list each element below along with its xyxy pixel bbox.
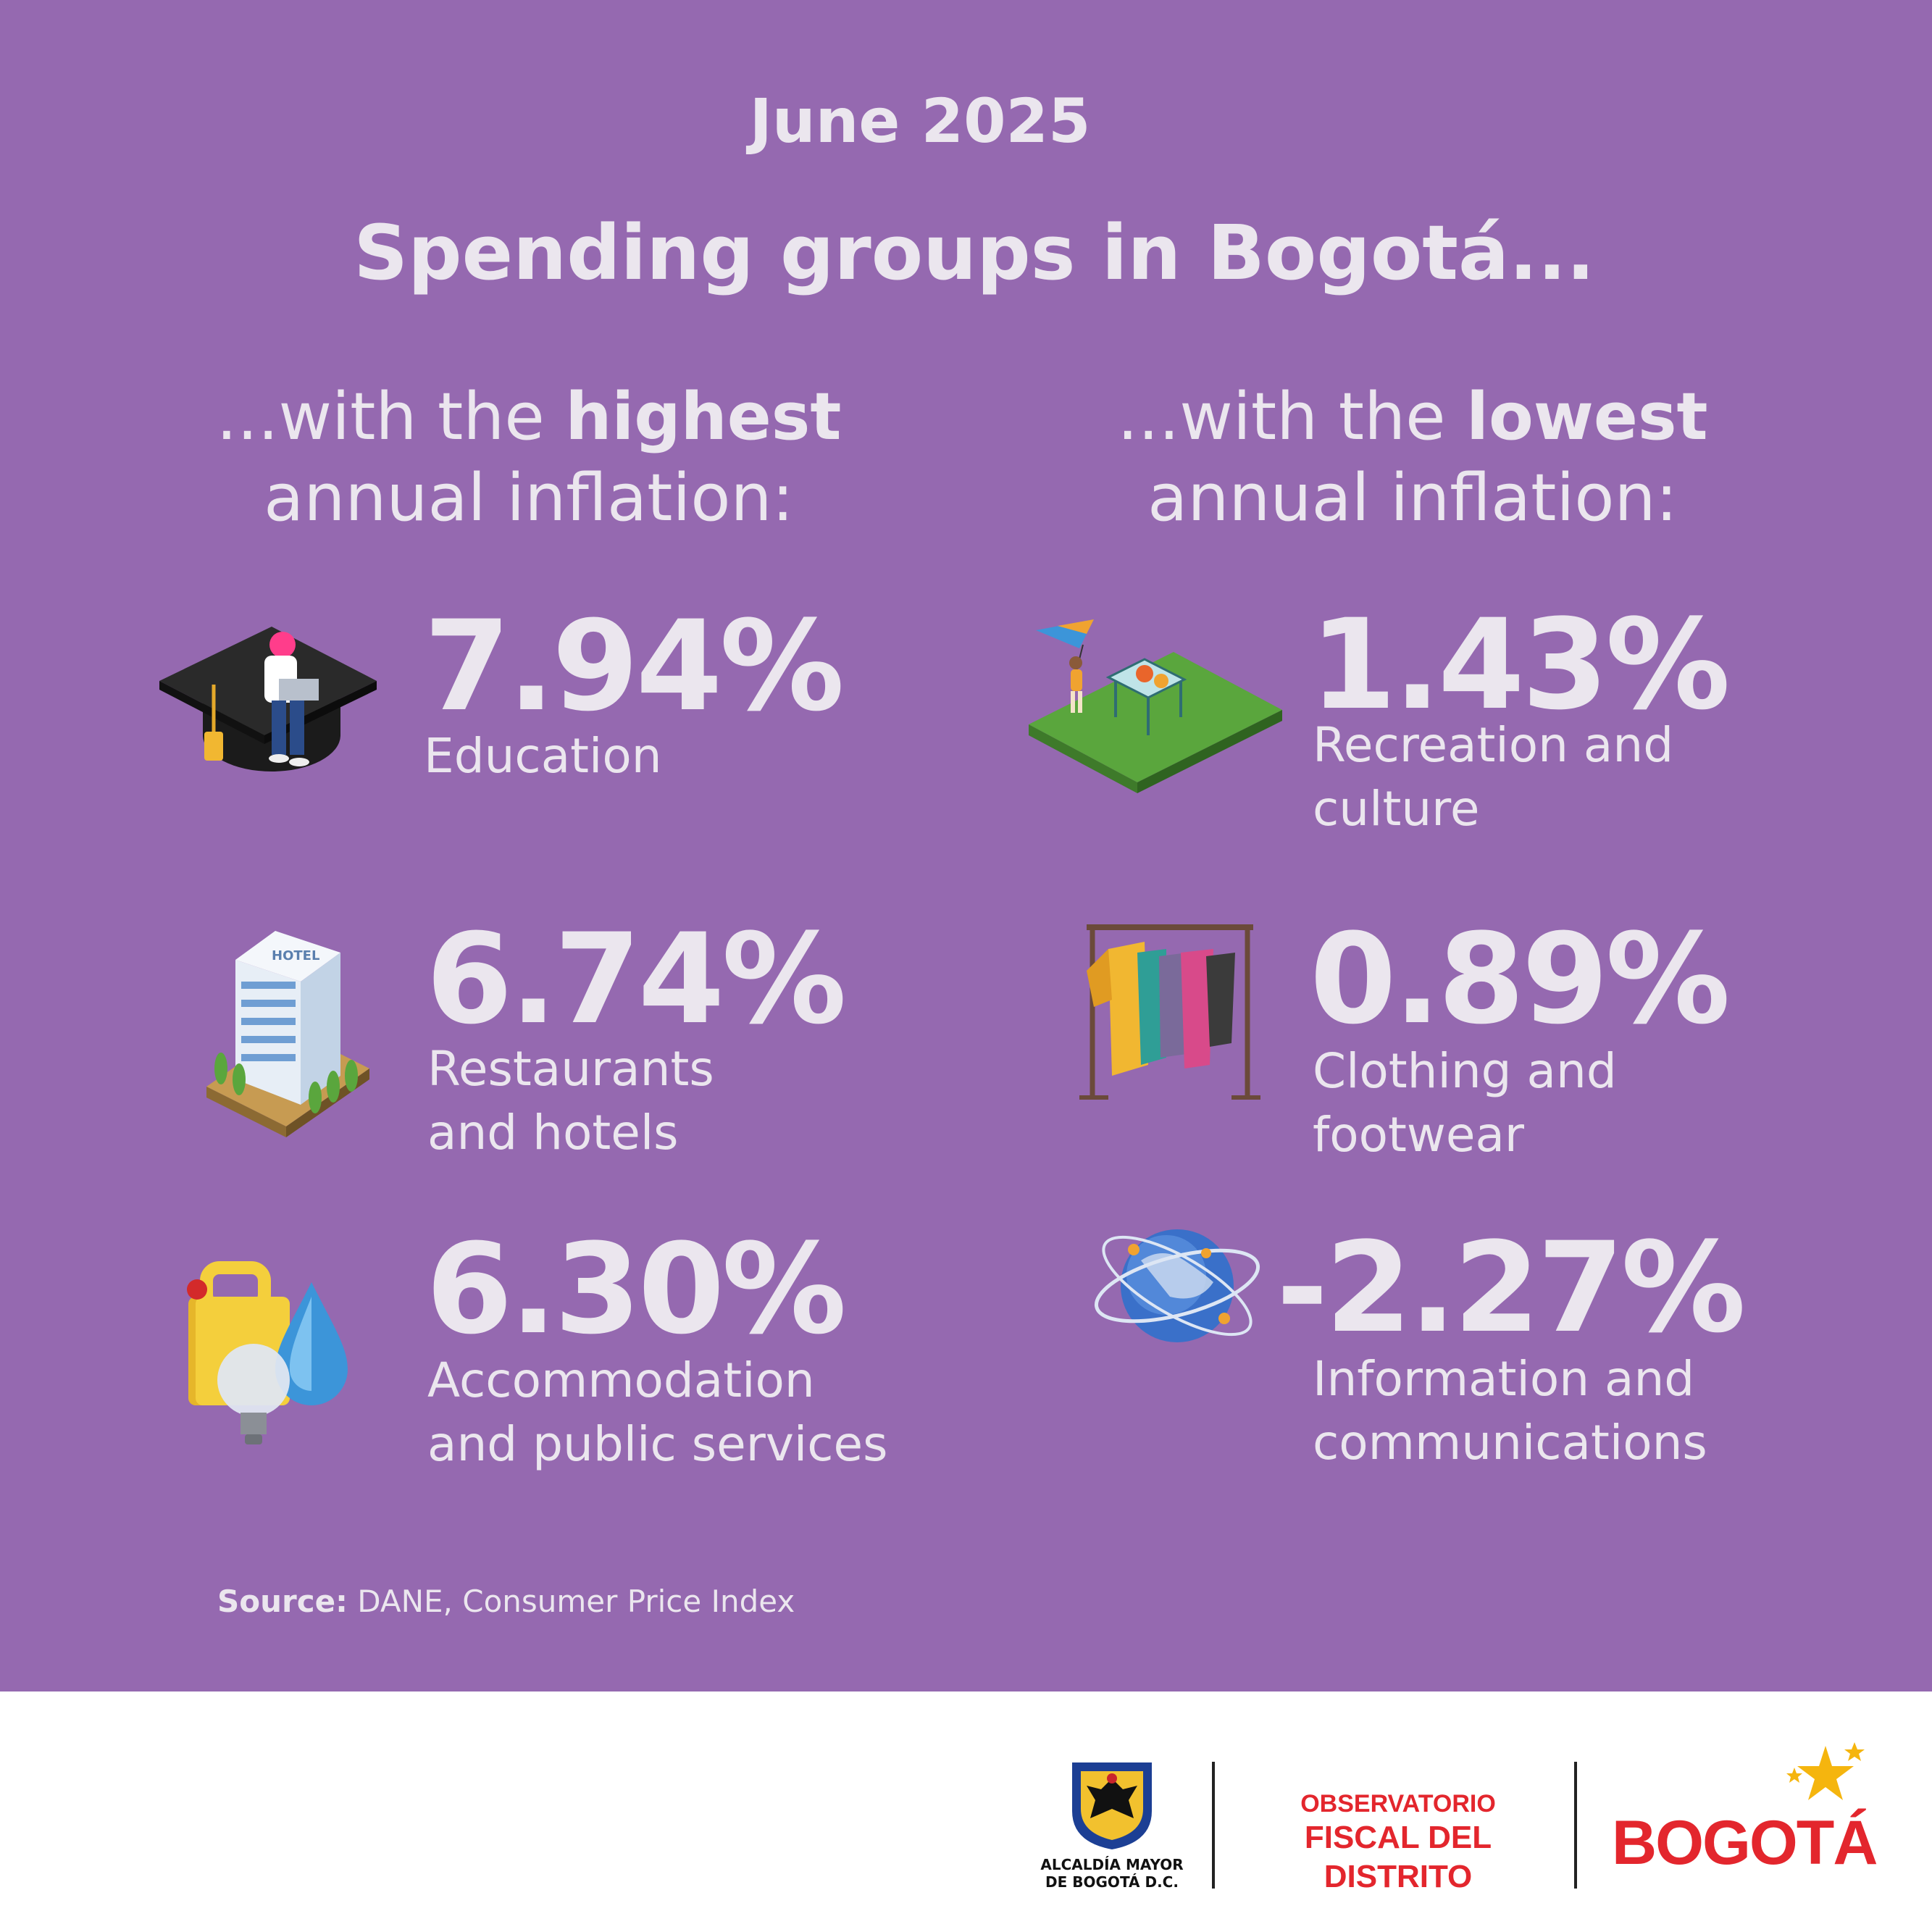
accommodation-label-line2: and public services: [427, 1416, 888, 1472]
page-title: Spending groups in Bogotá...: [354, 209, 1595, 297]
clothing-footwear-label-line2: footwear: [1313, 1107, 1525, 1163]
graduation-cap-icon: [159, 627, 377, 771]
recreation-culture-label-line2: culture: [1313, 781, 1480, 837]
highest-subhead: ...with the highest annual inflation:: [159, 377, 898, 539]
observatorio-line1: OBSERVATORIO: [1300, 1790, 1496, 1818]
utilities-icon: [187, 1261, 348, 1444]
date-heading: June 2025: [749, 85, 1091, 156]
footer-divider-1: [1212, 1762, 1215, 1889]
source-note: Source: DANE, Consumer Price Index: [217, 1584, 795, 1619]
clothing-footwear-value: 0.89%: [1310, 906, 1731, 1052]
recreation-culture-label-line1: Recreation and: [1313, 717, 1674, 773]
education-value: 7.94%: [424, 593, 845, 739]
svg-text:HOTEL: HOTEL: [272, 948, 319, 963]
alcaldia-wordmark: ALCALDÍA MAYOR DE BOGOTÁ D.C.: [1029, 1856, 1195, 1891]
highest-emphasis: highest: [565, 379, 842, 455]
source-text: DANE, Consumer Price Index: [347, 1584, 795, 1619]
clothing-footwear-label: Clothing and footwear: [1313, 1040, 1617, 1167]
coat-of-arms-logo: [1072, 1762, 1152, 1849]
restaurants-hotels-label-line1: Restaurants: [427, 1041, 714, 1097]
source-label: Source:: [217, 1584, 348, 1619]
accommodation-label-line1: Accommodation: [427, 1352, 815, 1408]
bogota-wordmark: BOGOTÁ: [1612, 1808, 1878, 1878]
globe-network-icon: [1094, 1229, 1260, 1342]
observatorio-wordmark: OBSERVATORIO FISCAL DEL DISTRITO: [1246, 1789, 1550, 1897]
information-communications-value: -2.27%: [1276, 1215, 1746, 1360]
clothing-rack-icon: [1079, 924, 1260, 1100]
restaurants-hotels-label: Restaurants and hotels: [427, 1037, 714, 1165]
alcaldia-line2: DE BOGOTÁ D.C.: [1045, 1873, 1179, 1891]
accommodation-label: Accommodation and public services: [427, 1349, 888, 1476]
lowest-emphasis: lowest: [1466, 379, 1708, 455]
observatorio-line2: FISCAL DEL DISTRITO: [1304, 1820, 1492, 1894]
highest-intro: ...with the: [216, 379, 566, 455]
clothing-footwear-label-line1: Clothing and: [1313, 1043, 1617, 1099]
information-communications-label-line1: Information and: [1313, 1351, 1695, 1407]
footer-divider-2: [1574, 1762, 1577, 1889]
restaurants-hotels-label-line2: and hotels: [427, 1105, 679, 1161]
recreation-culture-label: Recreation and culture: [1313, 714, 1673, 841]
education-label-line1: Education: [424, 728, 662, 784]
stars-logo-icon: [1786, 1742, 1865, 1800]
alcaldia-line1: ALCALDÍA MAYOR: [1040, 1856, 1184, 1873]
main-panel: [0, 0, 1932, 1691]
information-communications-label-line2: communications: [1313, 1415, 1707, 1471]
hotel-building-icon: HOTEL: [206, 931, 369, 1137]
information-communications-label: Information and communications: [1313, 1347, 1707, 1475]
restaurants-hotels-value: 6.74%: [426, 906, 847, 1052]
lowest-line2: annual inflation:: [1147, 460, 1678, 536]
accommodation-value: 6.30%: [426, 1216, 847, 1362]
park-picnic-icon: [1029, 619, 1282, 793]
education-label: Education: [424, 724, 662, 788]
highest-line2: annual inflation:: [264, 460, 794, 536]
lowest-subhead: ...with the lowest annual inflation:: [1043, 377, 1782, 539]
recreation-culture-value: 1.43%: [1310, 592, 1731, 737]
lowest-intro: ...with the: [1117, 379, 1467, 455]
